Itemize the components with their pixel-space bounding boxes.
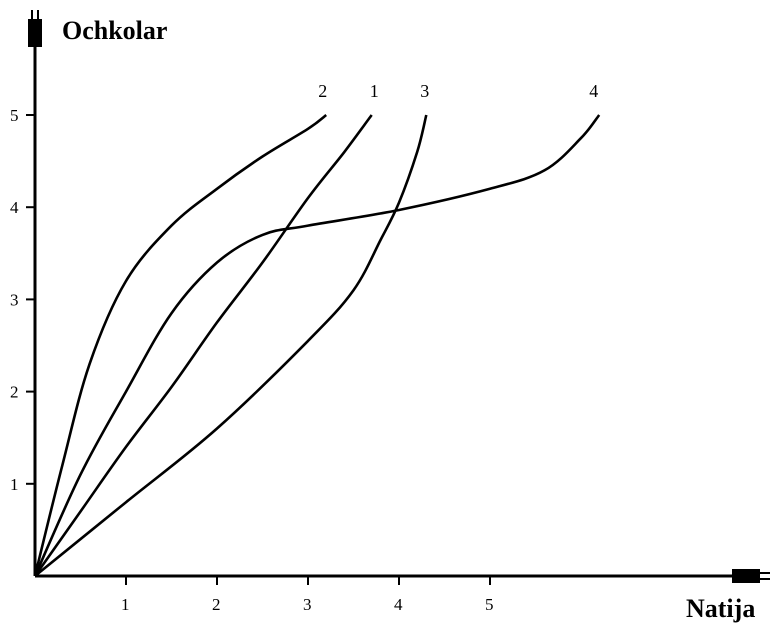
x-tick-label-1: 1 (121, 595, 130, 614)
series-label-4: 4 (589, 81, 598, 101)
y-tick-label-4: 4 (10, 198, 19, 217)
axes (28, 10, 770, 583)
curves (33, 113, 601, 578)
series-label-3: 3 (420, 81, 429, 101)
series-line-3 (34, 114, 428, 578)
x-axis-arrow (732, 569, 770, 583)
series-line-2 (33, 113, 328, 577)
series-line-1 (33, 114, 373, 577)
y-axis-title: Ochkolar (62, 16, 167, 45)
x-tick-label-3: 3 (303, 595, 312, 614)
x-tick-label-2: 2 (212, 595, 221, 614)
y-axis-arrow (28, 10, 42, 47)
ticks: 1 2 3 4 5 1 2 3 4 5 (10, 106, 494, 614)
series-line-4 (33, 114, 601, 577)
y-tick-label-5: 5 (10, 106, 19, 125)
y-tick-label-3: 3 (10, 290, 19, 309)
y-tick-label-1: 1 (10, 475, 19, 494)
labels: 1 2 3 4 (318, 81, 598, 101)
series-label-2: 2 (318, 81, 327, 101)
x-axis-title: Natija (686, 594, 755, 623)
x-tick-label-4: 4 (394, 595, 403, 614)
series-label-1: 1 (370, 81, 379, 101)
y-tick-label-2: 2 (10, 383, 19, 402)
x-tick-label-5: 5 (485, 595, 494, 614)
